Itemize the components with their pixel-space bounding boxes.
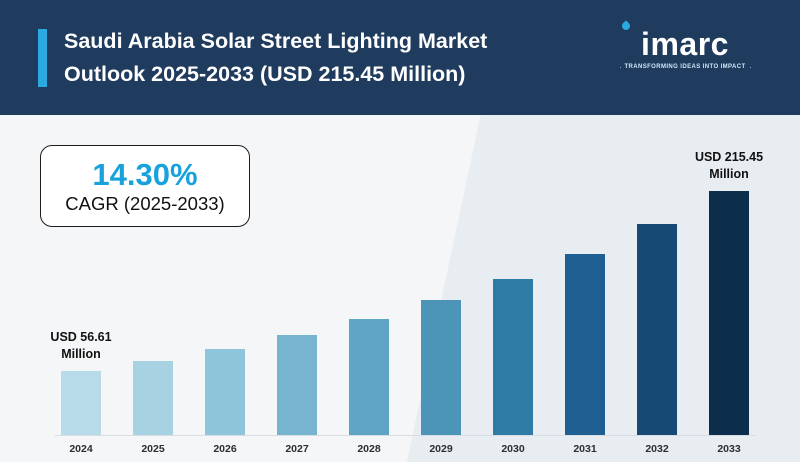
bar-2024 bbox=[61, 371, 101, 435]
bar-2027 bbox=[277, 335, 317, 435]
bar-2030 bbox=[493, 279, 533, 435]
cagr-label: CAGR (2025-2033) bbox=[65, 192, 225, 214]
bar-column-2027: 2027 bbox=[271, 335, 323, 455]
value-annotation-2024: USD 56.61 Million bbox=[50, 330, 112, 362]
value-annotation-2033: USD 215.45 Million bbox=[694, 150, 764, 182]
imarc-logo-text: imarc bbox=[641, 26, 729, 62]
x-axis-label-2033: 2033 bbox=[717, 443, 741, 455]
bar-2026 bbox=[205, 349, 245, 435]
x-axis-label-2027: 2027 bbox=[285, 443, 309, 455]
bar-column-2024: USD 56.61 Million 2024 bbox=[50, 329, 111, 455]
bar-column-2032: 2032 bbox=[631, 224, 683, 455]
bar-2029 bbox=[421, 300, 461, 435]
bar-2028 bbox=[349, 319, 389, 435]
bar-chart: USD 56.61 Million 2024 2025 2026 2027 2028 202… bbox=[50, 131, 763, 455]
x-axis-label-2031: 2031 bbox=[573, 443, 597, 455]
x-axis-label-2032: 2032 bbox=[645, 443, 669, 455]
tagline-text: TRANSFORMING IDEAS INTO IMPACT bbox=[624, 64, 746, 70]
bar-column-2025: 2025 bbox=[127, 361, 179, 455]
x-axis-label-2028: 2028 bbox=[357, 443, 381, 455]
bar-chart-plot: USD 56.61 Million 2024 2025 2026 2027 2028 202… bbox=[50, 131, 763, 455]
bar-column-2031: 2031 bbox=[559, 254, 611, 455]
page-title-line2: Outlook 2025-2033 (USD 215.45 Million) bbox=[64, 62, 466, 87]
imarc-flame-icon bbox=[620, 20, 632, 32]
cagr-box: 14.30% CAGR (2025-2033) bbox=[40, 145, 250, 227]
imarc-tagline: TRANSFORMING IDEAS INTO IMPACT bbox=[620, 64, 750, 70]
page-title: Saudi Arabia Solar Street Lighting Marke… bbox=[64, 25, 487, 92]
bar-column-2029: 2029 bbox=[415, 300, 467, 455]
bar-2025 bbox=[133, 361, 173, 435]
bar-2032 bbox=[637, 224, 677, 435]
x-axis-label-2025: 2025 bbox=[141, 443, 165, 455]
x-axis-label-2030: 2030 bbox=[501, 443, 525, 455]
bar-column-2030: 2030 bbox=[487, 279, 539, 455]
cagr-value: 14.30% bbox=[92, 157, 198, 193]
title-accent-bar bbox=[38, 29, 47, 87]
bar-column-2033: USD 215.45 Million 2033 bbox=[695, 149, 763, 455]
chart-area-background: 14.30% CAGR (2025-2033) USD 56.61 Millio… bbox=[0, 115, 800, 462]
page-title-line1: Saudi Arabia Solar Street Lighting Marke… bbox=[64, 29, 488, 53]
bar-2031 bbox=[565, 254, 605, 435]
x-axis-label-2026: 2026 bbox=[213, 443, 237, 455]
x-axis-label-2029: 2029 bbox=[429, 443, 453, 455]
bar-column-2028: 2028 bbox=[343, 319, 395, 455]
header: Saudi Arabia Solar Street Lighting Marke… bbox=[0, 0, 800, 115]
bar-2033 bbox=[709, 191, 749, 435]
x-axis-label-2024: 2024 bbox=[69, 443, 93, 455]
imarc-logo: imarc TRANSFORMING IDEAS INTO IMPACT bbox=[620, 20, 750, 70]
bar-column-2026: 2026 bbox=[199, 349, 251, 455]
